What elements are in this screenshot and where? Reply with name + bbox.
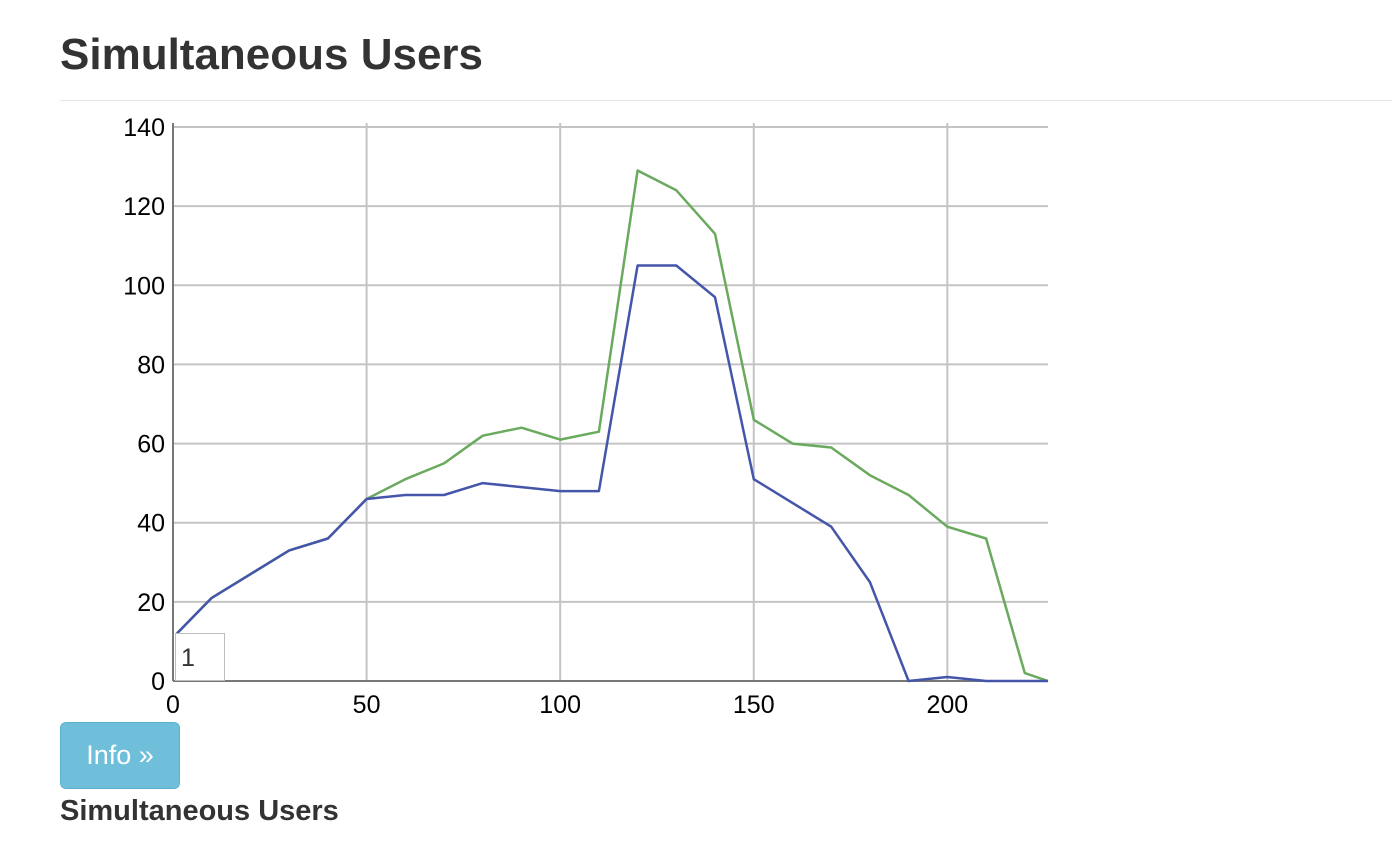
y-tick-label-120: 120	[123, 193, 165, 221]
info-button[interactable]: Info »	[60, 722, 180, 789]
y-tick-label-20: 20	[137, 589, 165, 617]
y-tick-label-100: 100	[123, 272, 165, 300]
grid-lines	[173, 123, 1048, 681]
tick-labels: 0 20 40 60 80 100 120 140 0 50 100 150 200	[123, 114, 968, 719]
y-tick-label-60: 60	[137, 431, 165, 459]
y-tick-label-0: 0	[151, 668, 165, 696]
x-tick-label-100: 100	[539, 691, 581, 719]
series-lines	[176, 169, 1049, 683]
series-line-2	[176, 264, 1048, 683]
axes	[172, 123, 1048, 682]
y-tick-label-80: 80	[137, 351, 165, 379]
series-line-1	[176, 169, 1049, 683]
chart-subtitle: Simultaneous Users	[60, 795, 339, 827]
title-divider	[60, 100, 1392, 101]
y-tick-label-140: 140	[123, 114, 165, 142]
x-tick-label-50: 50	[353, 691, 381, 719]
x-tick-label-150: 150	[733, 691, 775, 719]
page-title: Simultaneous Users	[60, 30, 484, 79]
x-tick-label-200: 200	[926, 691, 968, 719]
x-tick-label-0: 0	[166, 691, 180, 719]
series-selector-input[interactable]: 1	[175, 633, 225, 681]
y-tick-label-40: 40	[137, 510, 165, 538]
